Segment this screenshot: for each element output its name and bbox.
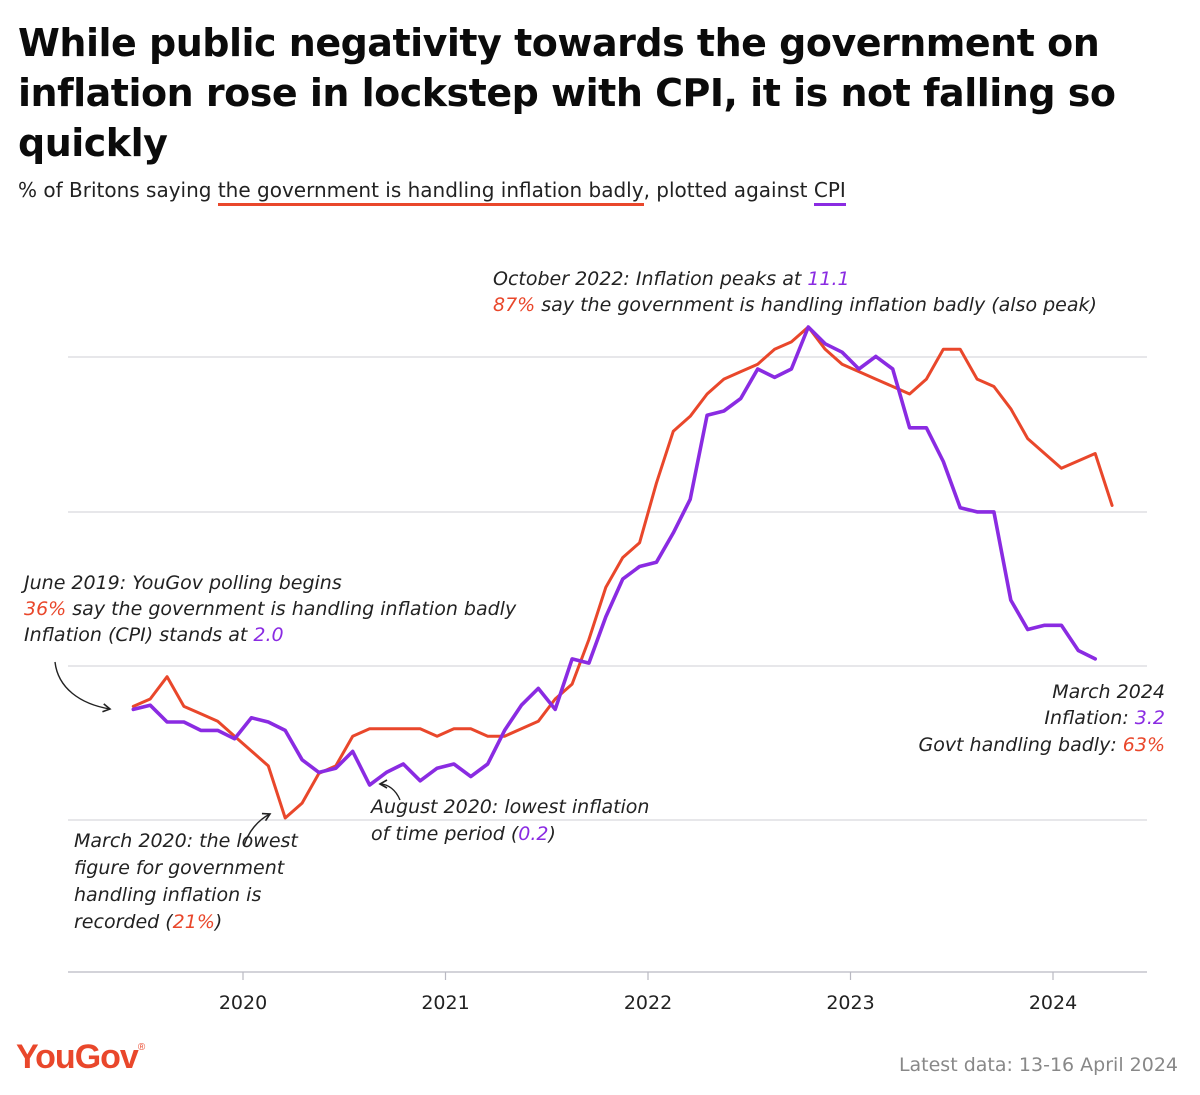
annotation-august2020-arrow bbox=[378, 779, 401, 801]
annotation-latest-line1: March 2024 bbox=[1052, 681, 1165, 703]
x-tick-label: 2020 bbox=[219, 992, 267, 1014]
chart-title: While public negativity towards the gove… bbox=[18, 21, 1116, 165]
annotation-march2020-line2: figure for government bbox=[74, 857, 286, 879]
latest-data-note: Latest data: 13-16 April 2024 bbox=[898, 1054, 1178, 1076]
x-tick-label: 2023 bbox=[826, 992, 874, 1014]
annotation-start-line1: June 2019: YouGov polling begins bbox=[20, 572, 342, 594]
annotation-start-arrow bbox=[54, 661, 112, 713]
x-tick-label: 2024 bbox=[1029, 992, 1077, 1014]
annotation-march2020-line1: March 2020: the lowest bbox=[74, 830, 299, 852]
annotation-august2020-line2: of time period (0.2) bbox=[371, 823, 556, 845]
annotation-peak-line1: October 2022: Inflation peaks at 11.1 bbox=[493, 268, 850, 290]
grid-lines bbox=[68, 356, 1147, 821]
annotation-latest-line3: Govt handling badly: 63% bbox=[918, 734, 1165, 756]
subtitle-series-purple: CPI bbox=[813, 178, 846, 206]
annotation-start-line2: 36% say the government is handling infla… bbox=[24, 598, 517, 620]
annotation-latest-line2: Inflation: 3.2 bbox=[1044, 707, 1165, 729]
chart-subtitle: % of Britons saying the government is ha… bbox=[18, 178, 846, 206]
yougov-logo: YouGov® bbox=[16, 1038, 145, 1076]
x-tick-label: 2022 bbox=[624, 992, 672, 1014]
annotation-peak-line2: 87% say the government is handling infla… bbox=[493, 294, 1097, 316]
series-line-cpi bbox=[131, 325, 1097, 787]
annotation-march2020-line3: handling inflation is bbox=[74, 884, 261, 906]
series-lines bbox=[131, 325, 1114, 820]
x-tick-label: 2021 bbox=[421, 992, 469, 1014]
annotation-start-line3: Inflation (CPI) stands at 2.0 bbox=[24, 624, 284, 646]
subtitle-prefix: % of Britons saying bbox=[18, 178, 218, 202]
x-axis: 2020 2021 2022 2023 2024 bbox=[68, 971, 1147, 1014]
series-line-govt-handling-badly bbox=[131, 325, 1114, 820]
subtitle-middle: , plotted against bbox=[643, 178, 814, 202]
subtitle-series-red: the government is handling inflation bad… bbox=[217, 178, 644, 206]
annotation-august2020-line1: August 2020: lowest inflation bbox=[369, 796, 649, 818]
annotation-march2020-line4: recorded (21%) bbox=[74, 911, 222, 933]
annotation-march2020-arrow bbox=[243, 812, 272, 847]
